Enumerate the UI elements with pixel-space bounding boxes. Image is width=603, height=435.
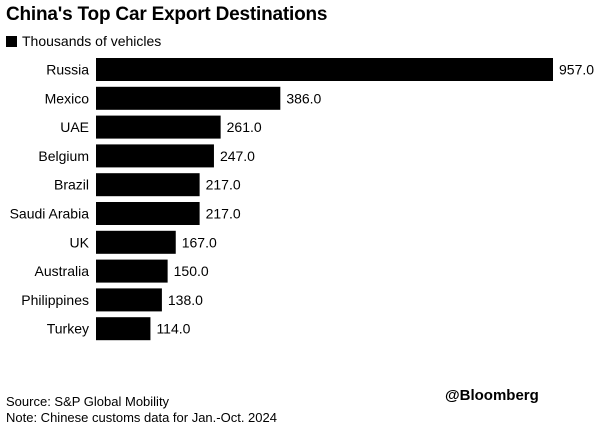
value-label: 957.0 xyxy=(559,62,594,78)
legend-swatch xyxy=(6,35,17,47)
bar xyxy=(96,259,168,283)
chart-title: China's Top Car Export Destinations xyxy=(6,4,328,25)
bar xyxy=(96,115,221,139)
category-label: Australia xyxy=(35,263,90,279)
category-label: UAE xyxy=(60,119,89,135)
category-label: Brazil xyxy=(54,177,89,193)
value-label: 114.0 xyxy=(156,321,190,337)
value-label: 217.0 xyxy=(206,206,241,222)
value-label: 247.0 xyxy=(220,148,255,164)
bar xyxy=(96,86,281,110)
legend: Thousands of vehicles xyxy=(6,33,161,49)
bar xyxy=(96,144,214,168)
value-label: 217.0 xyxy=(206,177,241,193)
source-note: Source: S&P Global Mobility xyxy=(6,394,170,409)
category-label: Belgium xyxy=(38,148,89,164)
legend-label: Thousands of vehicles xyxy=(22,33,162,49)
value-label: 167.0 xyxy=(182,234,217,250)
category-label: Turkey xyxy=(47,321,89,337)
data-note: Note: Chinese customs data for Jan.-Oct.… xyxy=(6,410,277,425)
category-label: Mexico xyxy=(45,90,90,106)
category-label: Saudi Arabia xyxy=(10,206,90,222)
bar xyxy=(96,230,176,254)
category-label: Russia xyxy=(46,62,89,78)
value-label: 386.0 xyxy=(286,90,321,106)
value-label: 138.0 xyxy=(168,292,203,308)
bar xyxy=(96,288,162,312)
bloomberg-logo: @Bloomberg xyxy=(445,387,539,404)
value-label: 150.0 xyxy=(174,263,209,279)
bar xyxy=(96,317,151,341)
bar xyxy=(96,173,200,197)
bar xyxy=(96,58,553,81)
value-label: 261.0 xyxy=(227,119,262,135)
bar xyxy=(96,202,200,225)
category-label: UK xyxy=(70,234,90,250)
category-label: Philippines xyxy=(21,292,89,308)
